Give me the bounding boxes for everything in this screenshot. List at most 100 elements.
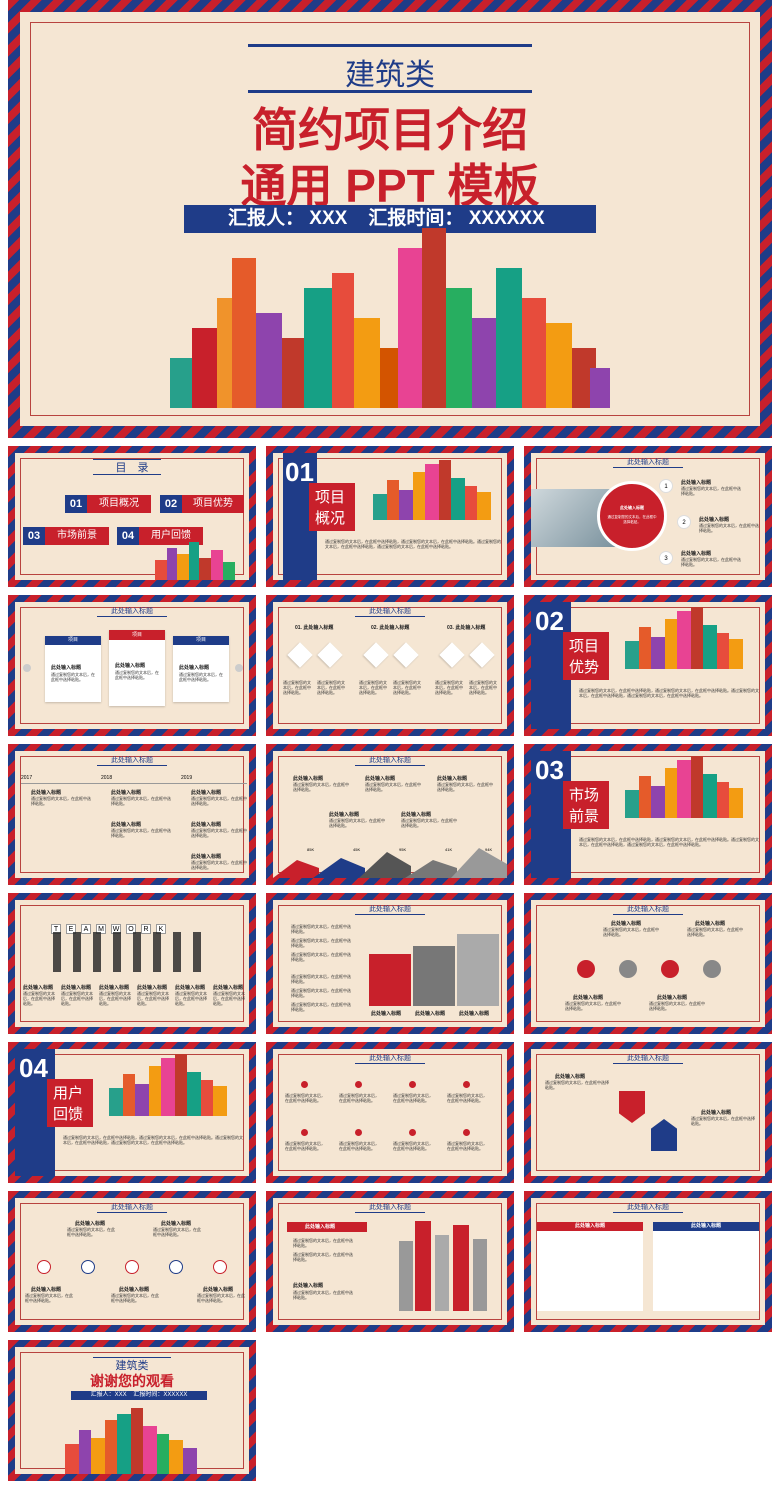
block-head-1: 此处输入标题 — [371, 1011, 402, 1017]
toc-item-1-label[interactable]: 项目概况 — [87, 495, 151, 513]
mountain-label-1: 85K — [307, 847, 315, 852]
team-text-2: 通过复制您的文本后，在此框中选择粘贴。 — [61, 991, 93, 1007]
loc-text-1: 通过复制您的文本后，在此框中选择粘贴。 — [545, 1080, 609, 1091]
list-text-5: 通过复制您的文本后，在此框中选择粘贴。 — [291, 988, 351, 999]
toc-item-4-num: 04 — [117, 527, 139, 545]
section-01-line2: 概况 — [315, 510, 346, 527]
card-1-text: 通过复制您的文本后，在此框中选择粘贴。 — [51, 672, 95, 683]
step-1-label: 01. 此处输入标题 — [295, 625, 334, 631]
mountain-label-5: 94K — [485, 847, 493, 852]
card-2-head: 此处输入标题 — [115, 663, 146, 669]
block-head-3: 此处输入标题 — [459, 1011, 490, 1017]
photo-circle-head: 此处输入标题 — [620, 505, 644, 510]
photo-circles-slide[interactable]: 此处输入标题 此处输入标题 通过复制您的文本后，在此框中选择粘贴。 1 此处输入… — [524, 446, 772, 587]
location-slide[interactable]: 此处输入标题 此处输入标题 通过复制您的文本后，在此框中选择粘贴。 此处输入标题… — [524, 1042, 772, 1183]
mt-text-1: 通过复制您的文本后，在此框中选择粘贴。 — [293, 782, 349, 793]
toc-item-3-label[interactable]: 市场前景 — [45, 527, 109, 545]
gear-text-3: 通过复制您的文本后，在此框中选择粘贴。 — [565, 1001, 621, 1012]
people-text-3: 通过复制您的文本后，在此框中选择粘贴。 — [293, 1290, 353, 1301]
mt-head-2: 此处输入标题 — [365, 776, 396, 782]
cover-city-skyline — [170, 228, 610, 408]
business-people-slide[interactable]: 此处输入标题 此处输入标题 通过复制您的文本后，在此框中选择粘贴。 通过复制您的… — [266, 1191, 514, 1332]
tl-text-6: 通过复制您的文本后，在此框中选择粘贴。 — [191, 860, 247, 871]
section-03-slide[interactable]: 03 市场 前景 通过复制您的文本后，在此框中选择粘贴，通过复制您的文本后，在此… — [524, 744, 772, 885]
block-red — [369, 954, 411, 1006]
toc-item-2-label[interactable]: 项目优势 — [182, 495, 244, 513]
timeline-slide[interactable]: 此处输入标题 2017 2018 2019 此处输入标题 通过复制您的文本后，在… — [8, 744, 256, 885]
grid-icon-5 — [301, 1129, 308, 1136]
grid-text-8: 通过复制您的文本后，在此框中选择粘贴。 — [447, 1141, 487, 1152]
mt-text-5: 通过复制您的文本后，在此框中选择粘贴。 — [401, 818, 457, 829]
icons-row-slide[interactable]: 此处输入标题 此处输入标题 通过复制您的文本后，在此框中选择粘贴。 此处输入标题… — [8, 1191, 256, 1332]
row-text-3: 通过复制您的文本后，在此框中选择粘贴。 — [25, 1293, 73, 1304]
grid-icon-7 — [409, 1129, 416, 1136]
step-2-label: 02. 此处输入标题 — [371, 625, 410, 631]
section-01-slide[interactable]: 01 项目 概况 通过复制您的文本后，在此框中选择粘贴，通过复制您的文本后，在此… — [266, 446, 514, 587]
section-01-line1: 项目 — [315, 489, 346, 506]
list-text-4: 通过复制您的文本后，在此框中选择粘贴。 — [291, 974, 351, 985]
list-blocks-slide[interactable]: 此处输入标题 通过复制您的文本后，在此框中选择粘贴。 通过复制您的文本后，在此框… — [266, 893, 514, 1034]
gears-slide[interactable]: 此处输入标题 此处输入标题 通过复制您的文本后，在此框中选择粘贴。 此处输入标题… — [524, 893, 772, 1034]
prev-arrow-icon[interactable] — [23, 664, 31, 672]
row-icon-5 — [213, 1260, 227, 1274]
cover-reporter-bar: 汇报人： XXX 汇报时间： XXXXXX — [184, 205, 596, 233]
table-left-header: 此处输入标题 — [537, 1222, 643, 1231]
row-head-1: 此处输入标题 — [75, 1221, 106, 1227]
circle-3-text: 通过复制您的文本后，在此框中选择粘贴。 — [681, 557, 741, 568]
cover-category: 建筑类 — [345, 58, 435, 93]
row-icon-1 — [37, 1260, 51, 1274]
mt-text-2: 通过复制您的文本后，在此框中选择粘贴。 — [365, 782, 421, 793]
diamond-1 — [287, 642, 313, 668]
mountains-slide[interactable]: 此处输入标题 此处输入标题 通过复制您的文本后，在此框中选择粘贴。 此处输入标题… — [266, 744, 514, 885]
mountain-4 — [405, 860, 457, 878]
next-arrow-icon[interactable] — [235, 664, 243, 672]
gear-text-1: 通过复制您的文本后，在此框中选择粘贴。 — [603, 927, 659, 938]
section-02-city — [625, 607, 755, 669]
diamond-2 — [317, 642, 343, 668]
section-01-num: 01 — [285, 457, 314, 487]
step-text-1: 通过复制您的文本后，在此框中选择粘贴。 — [283, 680, 311, 696]
loc-head-2: 此处输入标题 — [701, 1110, 732, 1116]
team-text-6: 通过复制您的文本后，在此框中选择粘贴。 — [213, 991, 245, 1007]
mt-text-4: 通过复制您的文本后，在此框中选择粘贴。 — [329, 818, 385, 829]
timeline-slide-title: 此处输入标题 — [111, 756, 153, 764]
toc-city — [155, 540, 245, 580]
circle-1-head: 此处输入标题 — [681, 480, 712, 486]
icons-row-title: 此处输入标题 — [111, 1203, 153, 1211]
mt-head-1: 此处输入标题 — [293, 776, 324, 782]
step-text-5: 通过复制您的文本后，在此框中选择粘贴。 — [435, 680, 463, 696]
circle-3: 3 — [659, 551, 673, 565]
toc-title: 目 录 — [115, 462, 149, 474]
gear-icon-4 — [703, 960, 721, 978]
cover-slide[interactable]: 建筑类 简约项目介绍 通用 PPT 模板 汇报人： XXX 汇报时间： XXXX… — [8, 0, 772, 438]
row-head-2: 此处输入标题 — [161, 1221, 192, 1227]
section-04-num: 04 — [19, 1053, 48, 1083]
card-1-head: 此处输入标题 — [51, 665, 82, 671]
location-pin-blue — [651, 1119, 677, 1151]
diamond-6 — [469, 642, 495, 668]
list-text-3: 通过复制您的文本后，在此框中选择粘贴。 — [291, 952, 351, 963]
icons-grid-slide[interactable]: 此处输入标题 通过复制您的文本后，在此框中选择粘贴。 通过复制您的文本后，在此框… — [266, 1042, 514, 1183]
mountain-2 — [313, 858, 365, 878]
diamonds-slide[interactable]: 此处输入标题 01. 此处输入标题 02. 此处输入标题 03. 此处输入标题 … — [266, 595, 514, 736]
section-02-slide[interactable]: 02 项目 优势 通过复制您的文本后，在此框中选择粘贴，通过复制您的文本后，在此… — [524, 595, 772, 736]
location-slide-title: 此处输入标题 — [627, 1054, 669, 1062]
ending-slide[interactable]: 建筑类 谢谢您的观看 汇报人：XXX 汇报时间：XXXXXX — [8, 1340, 256, 1481]
cards-slide[interactable]: 此处输入标题 项目 此处输入标题 通过复制您的文本后，在此框中选择粘贴。 项目 … — [8, 595, 256, 736]
row-text-5: 通过复制您的文本后，在此框中选择粘贴。 — [197, 1293, 245, 1304]
row-text-4: 通过复制您的文本后，在此框中选择粘贴。 — [111, 1293, 159, 1304]
toc-slide[interactable]: 目 录 01 项目概况 02 项目优势 03 市场前景 04 用户回馈 — [8, 446, 256, 587]
grid-icon-3 — [409, 1081, 416, 1088]
card-3-tab: 项目 — [173, 636, 229, 645]
toc-item-4-label[interactable]: 用户回馈 — [139, 527, 203, 545]
gear-icon-2 — [619, 960, 637, 978]
gear-icon-3 — [661, 960, 679, 978]
two-tables-slide[interactable]: 此处输入标题 此处输入标题 此处输入标题 — [524, 1191, 772, 1332]
section-03-city — [625, 756, 755, 818]
year-2017: 2017 — [21, 775, 33, 781]
mt-text-3: 通过复制您的文本后，在此框中选择粘贴。 — [437, 782, 493, 793]
grid-text-5: 通过复制您的文本后，在此框中选择粘贴。 — [285, 1141, 325, 1152]
section-04-slide[interactable]: 04 用户 回馈 通过复制您的文本后，在此框中选择粘贴，通过复制您的文本后，在此… — [8, 1042, 256, 1183]
mountain-1 — [273, 860, 319, 878]
